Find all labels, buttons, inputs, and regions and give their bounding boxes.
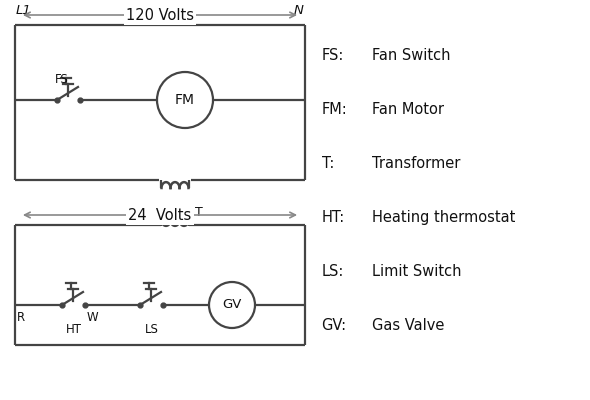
Text: 24  Volts: 24 Volts <box>129 208 192 222</box>
Text: FS:: FS: <box>322 48 344 63</box>
Text: LS: LS <box>145 323 159 336</box>
Text: T:: T: <box>322 156 334 171</box>
Text: W: W <box>87 311 99 324</box>
Text: GV: GV <box>222 298 242 312</box>
Text: Heating thermostat: Heating thermostat <box>372 210 515 225</box>
Text: Fan Motor: Fan Motor <box>372 102 444 117</box>
Text: FM: FM <box>175 93 195 107</box>
Text: R: R <box>17 311 25 324</box>
Text: HT:: HT: <box>322 210 345 225</box>
Text: HT: HT <box>65 323 81 336</box>
Text: FM:: FM: <box>322 102 348 117</box>
Text: LS:: LS: <box>322 264 344 279</box>
Text: Transformer: Transformer <box>372 156 460 171</box>
Text: 120 Volts: 120 Volts <box>126 8 194 22</box>
Text: N: N <box>294 4 304 17</box>
Text: FS: FS <box>55 73 69 86</box>
Text: Fan Switch: Fan Switch <box>372 48 450 63</box>
Text: GV:: GV: <box>322 318 347 333</box>
Text: Limit Switch: Limit Switch <box>372 264 461 279</box>
Text: T: T <box>195 206 203 220</box>
Text: Gas Valve: Gas Valve <box>372 318 444 333</box>
Text: L1: L1 <box>16 4 32 17</box>
